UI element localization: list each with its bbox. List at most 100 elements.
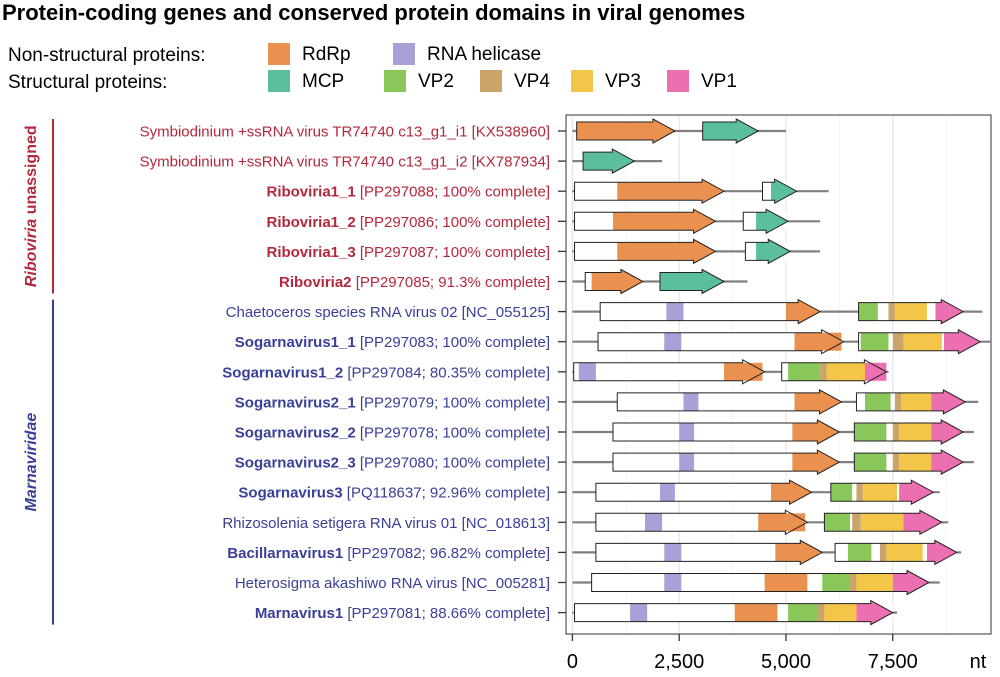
legend: RdRp RNA helicase MCP VP2 VP4 VP3 VP1 (268, 43, 737, 92)
gene-arrow-0 (582, 148, 636, 174)
legend-label-vp4: VP4 (514, 71, 550, 92)
domain-1 (764, 573, 808, 592)
genome-track-14 (572, 539, 962, 566)
domain-0 (679, 453, 695, 472)
legend-swatch-vp4 (480, 70, 502, 92)
domain-1 (771, 480, 812, 505)
domain-3 (856, 483, 863, 502)
genome-label-8: Sogarnavirus1_2 [PP297084; 80.35% comple… (222, 364, 550, 381)
legend-swatch-rdrp (268, 43, 290, 65)
legend-swatch-vp1 (667, 70, 689, 92)
genome-track-15 (572, 569, 940, 596)
domain-5 (944, 329, 981, 354)
domain-3 (894, 392, 902, 411)
domain-3 (820, 362, 827, 381)
orf-outline (616, 389, 843, 415)
domain-3 (879, 543, 887, 562)
genome-name-rest: [PP297081; 88.66% complete] (343, 605, 550, 622)
x-tick-label-5000: 5,000 (761, 651, 811, 672)
orf-outline (781, 358, 888, 385)
genome-track-2 (572, 178, 829, 205)
orf-outline (574, 599, 894, 626)
orf-0 (595, 539, 824, 566)
orf-body (598, 332, 844, 351)
domain-1 (756, 209, 789, 234)
genome-track-4 (572, 238, 821, 265)
domain-5 (931, 420, 964, 444)
domain-1 (794, 332, 842, 351)
gene-arrow-1 (702, 118, 760, 144)
genome-name-rest: Chaetoceros species RNA virus 02 [NC_055… (226, 304, 550, 321)
genome-name-bold: Sogarnavirus2_2 (235, 425, 356, 442)
genome-name-rest: [PP297088; 100% complete] (356, 184, 550, 201)
domain-0 (679, 423, 695, 441)
genome-name-rest: [PP297084; 80.35% complete] (343, 364, 550, 381)
genome-track-7 (572, 328, 991, 355)
genome-name-rest: Symbiodinium +ssRNA virus TR74740 c13_g1… (140, 154, 550, 171)
orf-body (612, 453, 840, 472)
domain-1 (724, 362, 763, 381)
group-label-rest: unassigned (23, 125, 40, 218)
domain-5 (935, 299, 964, 324)
genome-name-rest: Heterosigma akashiwo RNA virus [NC_00528… (235, 575, 550, 592)
domain-2 (822, 573, 851, 592)
domain-2 (854, 453, 887, 472)
orf-0 (591, 569, 931, 596)
domain-1 (734, 603, 778, 622)
orf-outline (853, 449, 965, 475)
domain-5 (892, 570, 930, 595)
domain-5 (856, 600, 893, 625)
orf-outline (834, 539, 958, 566)
genome-name-rest: [PP297082; 96.82% complete] (343, 545, 550, 562)
domain-3 (850, 573, 857, 592)
legend-label-vp1: VP1 (701, 71, 737, 92)
orf-outline (761, 178, 798, 205)
orf-outline (597, 328, 845, 355)
genome-label-0: Symbiodinium +ssRNA virus TR74740 c13_g1… (140, 124, 550, 141)
orf-outline (595, 479, 813, 506)
legend-swatch-mcp (268, 70, 290, 92)
orf-0 (595, 509, 809, 536)
orf-1 (761, 178, 798, 205)
orf-outline (858, 298, 965, 325)
domain-4 (901, 392, 932, 411)
genome-name-rest: Rhizosolenia setigera RNA virus 01 [NC_0… (222, 515, 550, 532)
domain-0 (578, 362, 596, 381)
orf-body (612, 423, 840, 441)
genome-name-rest: [PP297087; 100% complete] (356, 244, 550, 261)
genome-name-rest: [PP297083; 100% complete] (356, 334, 550, 351)
genome-label-4: Riboviria1_3 [PP297087; 100% complete] (266, 244, 550, 261)
domain-0 (664, 573, 682, 592)
domain-2 (788, 603, 819, 622)
domain-2 (860, 332, 889, 351)
legend-structural-label: Structural proteins: (8, 72, 167, 93)
orf-1 (744, 238, 792, 265)
orf-outline (744, 238, 792, 265)
genome-name-rest: Symbiodinium +ssRNA virus TR74740 c13_g1… (140, 124, 550, 141)
genome-label-2: Riboviria1_1 [PP297088; 100% complete] (266, 184, 550, 201)
orf-0 (584, 268, 644, 295)
legend-swatch-vp3 (571, 70, 593, 92)
figure-title: Protein-coding genes and conserved prote… (2, 0, 745, 25)
orf-outline (584, 268, 644, 295)
domain-4 (826, 362, 865, 381)
domain-4 (894, 302, 927, 321)
domain-2 (824, 513, 851, 532)
domain-0 (666, 302, 684, 321)
genome-track-12 (572, 479, 940, 506)
genome-name-bold: Sogarnavirus2_1 (235, 394, 356, 411)
domain-5 (931, 450, 964, 475)
orf-1 (781, 358, 888, 385)
domain-2 (854, 423, 887, 441)
domain-3 (888, 302, 895, 321)
orf-1 (853, 449, 965, 475)
orf-outline (574, 208, 717, 235)
genome-name-bold: Sogarnavirus1_2 (222, 364, 343, 381)
domain-3 (892, 423, 900, 441)
orf-0 (612, 449, 841, 475)
genome-labels: Symbiodinium +ssRNA virus TR74740 c13_g1… (140, 124, 566, 622)
genome-label-16: Marnavirus1 [PP297081; 88.66% complete] (255, 605, 550, 622)
genome-track-9 (572, 389, 979, 415)
orf-1 (742, 208, 790, 235)
genome-name-bold: Riboviria1_2 (266, 214, 355, 231)
